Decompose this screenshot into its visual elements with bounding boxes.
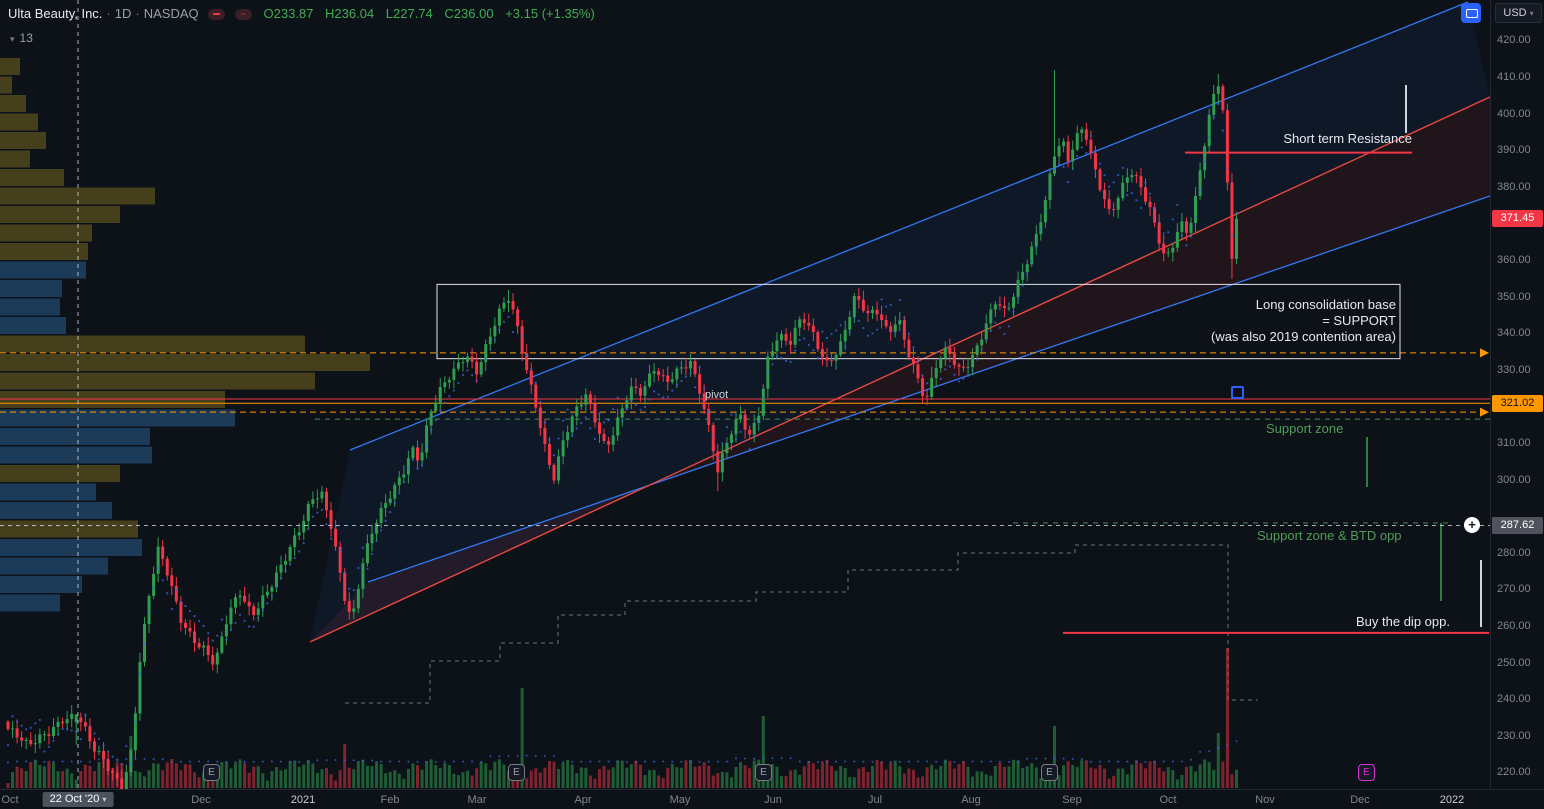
ohlc-change: +3.15 (+1.35%): [505, 6, 595, 21]
indicators-toggle[interactable]: ▾ 13: [10, 31, 33, 45]
time-label-month: Oct: [1159, 794, 1177, 806]
ohlc-high: H236.04: [325, 6, 375, 21]
price-tick: 240.00: [1497, 693, 1531, 706]
price-tick: 390.00: [1497, 144, 1531, 157]
chevron-down-icon: ▾: [102, 795, 107, 804]
currency-label: USD: [1503, 7, 1527, 19]
last-price-badge[interactable]: 371.45: [1492, 210, 1543, 228]
channel-upper-line: [349, 1, 1469, 451]
time-label-month: Mar: [467, 794, 487, 806]
currency-dropdown[interactable]: USD ▾: [1495, 3, 1542, 23]
time-label-month: Nov: [1255, 794, 1275, 806]
ohlc-close: C236.00: [444, 6, 494, 21]
price-tick: 360.00: [1497, 254, 1531, 267]
crosshair-date-badge[interactable]: 22 Oct '20 ▾: [42, 792, 114, 807]
price-tick: 400.00: [1497, 107, 1531, 120]
price-tick: 410.00: [1497, 71, 1531, 84]
time-label-month: Feb: [380, 794, 400, 806]
volume-ma-dots: [7, 740, 1238, 764]
time-label-month: Dec: [1350, 794, 1370, 806]
symbol-legend[interactable]: Ulta Beauty, Inc. · 1D · NASDAQ ~ O233.87 H2…: [8, 6, 595, 21]
price-tick: 350.00: [1497, 290, 1531, 303]
time-label-month: May: [669, 794, 691, 806]
time-label-month: Oct: [1, 794, 19, 806]
crosshair-price-badge: 287.62: [1492, 517, 1543, 534]
time-label-month: Sep: [1062, 794, 1082, 806]
crosshair-date: 22 Oct '20: [49, 793, 100, 805]
time-label-month: Jun: [764, 794, 782, 806]
camera-icon: [1466, 9, 1478, 18]
price-tick: 340.00: [1497, 327, 1531, 340]
stepped-ma-line: [345, 544, 1258, 704]
consolidation-line-2: = SUPPORT: [1322, 313, 1396, 328]
ohlc-open: O233.87: [263, 6, 314, 21]
consolidation-line-3: (was also 2019 contention area): [1210, 329, 1396, 344]
chevron-down-icon: ▾: [10, 34, 15, 44]
time-label-month: Aug: [961, 794, 981, 806]
price-tick: 300.00: [1497, 473, 1531, 486]
pivot-label[interactable]: pivot: [705, 389, 729, 401]
volume-profile-layer: [0, 58, 370, 612]
support-zone-btd-label[interactable]: Support zone & BTD opp: [1257, 528, 1402, 543]
consolidation-line-1: Long consolidation base: [1255, 297, 1396, 312]
price-tick: 260.00: [1497, 620, 1531, 633]
ohlc-low: L227.74: [385, 6, 433, 21]
drawing-handle[interactable]: [1231, 386, 1244, 399]
earnings-marker-upcoming[interactable]: E: [1358, 764, 1375, 781]
chart-canvas[interactable]: Ulta Beauty, Inc. · 1D · NASDAQ ~ O233.87 H2…: [0, 0, 1490, 789]
time-label-year: 2021: [290, 794, 316, 806]
support-zone-label[interactable]: Support zone: [1266, 421, 1344, 436]
separator-dot: ·: [106, 6, 111, 21]
time-label-month: Dec: [191, 794, 211, 806]
market-status-icon[interactable]: ~: [234, 9, 252, 21]
price-tick: 330.00: [1497, 363, 1531, 376]
indicators-count: 13: [19, 31, 33, 45]
time-label-month: Apr: [574, 794, 592, 806]
earnings-marker[interactable]: E: [1041, 764, 1058, 781]
price-tick: 270.00: [1497, 583, 1531, 596]
delayed-data-icon[interactable]: [208, 9, 226, 21]
hline-price-badge[interactable]: 321.02: [1492, 394, 1543, 412]
separator-dot: ·: [135, 6, 140, 21]
price-tick: 420.00: [1497, 34, 1531, 47]
time-label-month: Jul: [867, 794, 883, 806]
price-axis[interactable]: USD ▾ 420.00 410.00 400.00 390.00 380.00 360.…: [1490, 0, 1544, 789]
trend-median-line: [309, 96, 1490, 643]
price-tick: 380.00: [1497, 180, 1531, 193]
time-axis[interactable]: 22 Oct '20 ▾ Oct Dec 2021 Feb Mar Apr May Jun Jul…: [0, 789, 1544, 809]
level-arrow-icon: [1480, 407, 1489, 417]
symbol-title[interactable]: Ulta Beauty, Inc.: [8, 6, 103, 21]
earnings-marker[interactable]: E: [755, 764, 772, 781]
price-tick: 280.00: [1497, 546, 1531, 559]
interval-label[interactable]: 1D: [114, 6, 132, 21]
sar-dots-layer: [6, 102, 1238, 766]
add-alert-button[interactable]: +: [1464, 517, 1480, 533]
price-tick: 230.00: [1497, 729, 1531, 742]
chart-svg[interactable]: [0, 0, 1490, 789]
level-arrow-icon: [1480, 348, 1489, 358]
time-label-year: 2022: [1439, 794, 1465, 806]
earnings-marker[interactable]: E: [508, 764, 525, 781]
exchange-label: NASDAQ: [143, 6, 199, 21]
chevron-down-icon: ▾: [1529, 8, 1534, 18]
price-tick: 220.00: [1497, 766, 1531, 779]
earnings-marker[interactable]: E: [203, 764, 220, 781]
price-tick: 250.00: [1497, 656, 1531, 669]
channel-lower-line: [367, 195, 1490, 583]
buy-the-dip-label[interactable]: Buy the dip opp.: [1356, 614, 1450, 629]
snapshot-button[interactable]: [1461, 3, 1481, 23]
short-term-resistance-label[interactable]: Short term Resistance: [1283, 131, 1412, 146]
price-tick: 310.00: [1497, 437, 1531, 450]
consolidation-box-label[interactable]: Long consolidation base = SUPPORT (was a…: [1100, 297, 1396, 345]
